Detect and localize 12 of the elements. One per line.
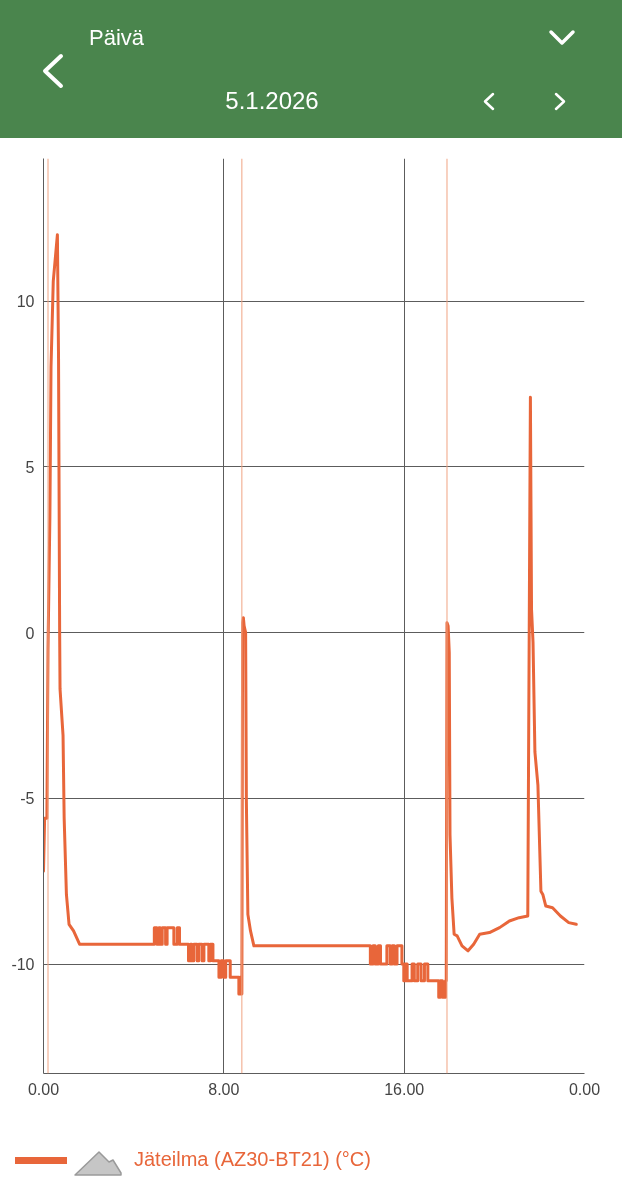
text: Jäteilma (AZ30-BT21) (°C): [134, 1147, 371, 1172]
y-tick-label: 5: [25, 458, 35, 476]
x-tick-label: 0.00: [568, 1080, 601, 1098]
y-tick-label: 0: [25, 624, 35, 642]
chart-subtitle: 5.1.2026: [225, 86, 319, 116]
x-tick-label: 0.00: [27, 1080, 60, 1098]
y-tick-label: -5: [20, 790, 35, 808]
x-tick-label: 16.00: [384, 1080, 425, 1098]
y-tick-label: -10: [11, 956, 35, 974]
y-tick-label: 10: [16, 293, 35, 311]
chart-title: Päivä: [89, 24, 145, 52]
x-tick-label: 8.00: [208, 1080, 240, 1098]
